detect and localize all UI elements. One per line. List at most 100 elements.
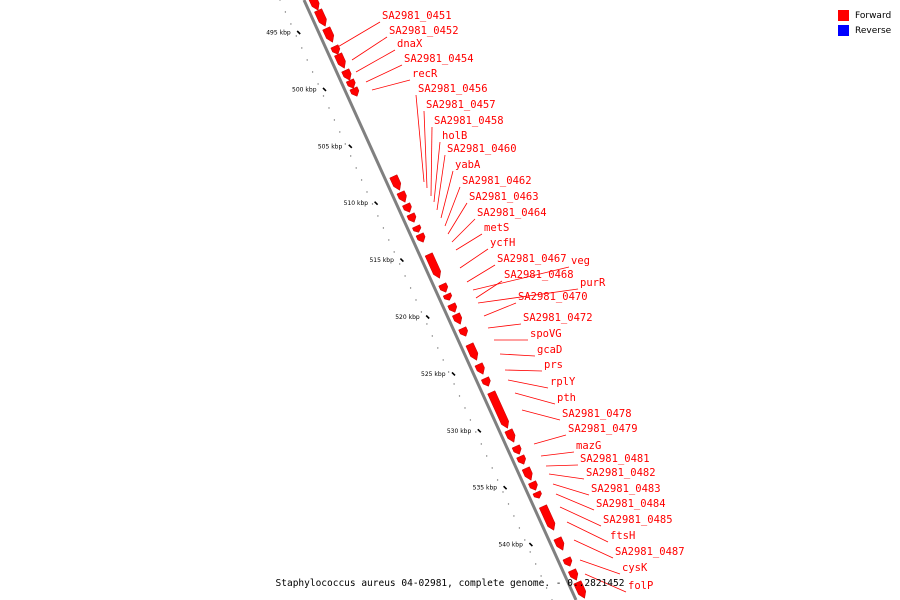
gene-feature[interactable] — [516, 454, 526, 465]
gene-feature[interactable] — [487, 390, 509, 429]
gene-label[interactable]: rplY — [550, 376, 576, 388]
tick-label: 500 kbp — [292, 86, 317, 93]
guide-dot — [399, 263, 401, 265]
guide-dot — [453, 383, 455, 385]
gene-label[interactable]: SA2981_0457 — [426, 99, 496, 111]
gene-label[interactable]: cysK — [622, 562, 648, 574]
leader-line — [507, 379, 549, 389]
gene-label[interactable]: SA2981_0478 — [562, 408, 632, 420]
guide-dot — [360, 179, 363, 181]
gene-feature[interactable] — [553, 536, 565, 551]
gene-feature[interactable] — [308, 0, 320, 11]
guide-dot — [524, 539, 526, 541]
guide-dot — [491, 467, 493, 469]
guide-dot — [545, 587, 548, 589]
leader-line — [521, 409, 561, 421]
gene-label[interactable]: SA2981_0460 — [447, 143, 517, 155]
gene-label[interactable]: holB — [442, 130, 467, 142]
gene-label[interactable]: SA2981_0484 — [596, 498, 666, 510]
gene-feature[interactable] — [528, 480, 538, 491]
reverse-swatch — [838, 25, 849, 36]
gene-feature[interactable] — [480, 376, 491, 387]
gene-feature[interactable] — [447, 302, 458, 313]
leader-line — [423, 110, 428, 189]
gene-feature[interactable] — [406, 212, 417, 223]
gene-feature[interactable] — [451, 312, 463, 325]
gene-label[interactable]: gcaD — [537, 344, 562, 356]
gene-feature[interactable] — [442, 292, 453, 301]
gene-feature[interactable] — [521, 466, 533, 481]
leader-line — [477, 288, 579, 304]
gene-label[interactable]: SA2981_0487 — [615, 546, 685, 558]
tick-mark — [528, 542, 533, 547]
gene-label[interactable]: SA2981_0456 — [418, 83, 488, 95]
leader-line — [355, 49, 396, 73]
gene-label[interactable]: ycfH — [490, 237, 515, 249]
gene-label[interactable]: SA2981_0451 — [382, 10, 452, 22]
gene-label[interactable]: SA2981_0472 — [523, 312, 593, 324]
gene-feature[interactable] — [412, 224, 422, 233]
gene-label[interactable]: veg — [571, 255, 590, 267]
gene-label[interactable]: folP — [628, 580, 653, 592]
gene-label[interactable]: recR — [412, 68, 438, 80]
gene-feature[interactable] — [573, 580, 587, 599]
leader-line — [371, 79, 411, 91]
gene-feature[interactable] — [562, 556, 573, 567]
gene-feature[interactable] — [504, 428, 516, 443]
gene-feature[interactable] — [567, 568, 579, 581]
gene-feature[interactable] — [345, 78, 356, 89]
gene-feature[interactable] — [334, 52, 346, 69]
gene-feature[interactable] — [396, 190, 407, 203]
gene-label[interactable]: SA2981_0470 — [518, 291, 588, 303]
leader-line — [475, 280, 503, 299]
gene-label[interactable]: SA2981_0468 — [504, 269, 574, 281]
gene-label[interactable]: SA2981_0454 — [404, 53, 474, 65]
gene-label[interactable]: mazG — [576, 440, 601, 452]
leader-line — [504, 369, 543, 372]
leader-line — [459, 248, 489, 269]
gene-feature[interactable] — [415, 232, 426, 243]
gene-label[interactable]: SA2981_0463 — [469, 191, 539, 203]
gene-feature[interactable] — [314, 8, 327, 27]
gene-label[interactable]: SA2981_0481 — [580, 453, 650, 465]
gene-feature[interactable] — [465, 342, 479, 361]
gene-feature[interactable] — [341, 68, 352, 81]
gene-feature[interactable] — [424, 252, 441, 279]
gene-label[interactable]: yabA — [455, 159, 481, 171]
gene-feature[interactable] — [438, 282, 449, 293]
gene-label[interactable]: SA2981_0479 — [568, 423, 638, 435]
gene-label[interactable]: SA2981_0467 — [497, 253, 567, 265]
gene-label[interactable]: pth — [557, 392, 576, 404]
guide-dot — [328, 107, 330, 109]
leader-line — [472, 266, 570, 291]
gene-label[interactable]: SA2981_0483 — [591, 483, 661, 495]
genome-backbone — [302, 0, 578, 600]
gene-feature[interactable] — [322, 26, 335, 43]
gene-label[interactable]: prs — [544, 359, 563, 371]
gene-label[interactable]: SA2981_0485 — [603, 514, 673, 526]
gene-feature[interactable] — [532, 490, 542, 499]
gene-feature[interactable] — [474, 362, 485, 375]
guide-dot — [371, 203, 374, 205]
gene-label[interactable]: dnaX — [397, 38, 423, 50]
gene-label[interactable]: SA2981_0462 — [462, 175, 532, 187]
gene-feature[interactable] — [402, 202, 412, 213]
gene-feature[interactable] — [458, 326, 468, 337]
guide-dot — [513, 515, 515, 517]
gene-label[interactable]: purR — [580, 277, 606, 289]
gene-label[interactable]: SA2981_0458 — [434, 115, 504, 127]
gene-label[interactable]: SA2981_0464 — [477, 207, 547, 219]
gene-label[interactable]: ftsH — [610, 530, 635, 542]
gene-feature[interactable] — [389, 174, 402, 191]
gene-feature[interactable] — [349, 86, 360, 97]
gene-label[interactable]: spoVG — [530, 328, 562, 340]
gene-feature[interactable] — [511, 444, 522, 455]
gene-label[interactable]: SA2981_0482 — [586, 467, 656, 479]
leader-line — [559, 506, 602, 527]
gene-feature[interactable] — [538, 504, 556, 531]
guide-dot — [409, 287, 412, 289]
gene-label[interactable]: metS — [484, 222, 509, 234]
guide-dot — [518, 527, 521, 529]
gene-label[interactable]: SA2981_0452 — [389, 25, 459, 37]
